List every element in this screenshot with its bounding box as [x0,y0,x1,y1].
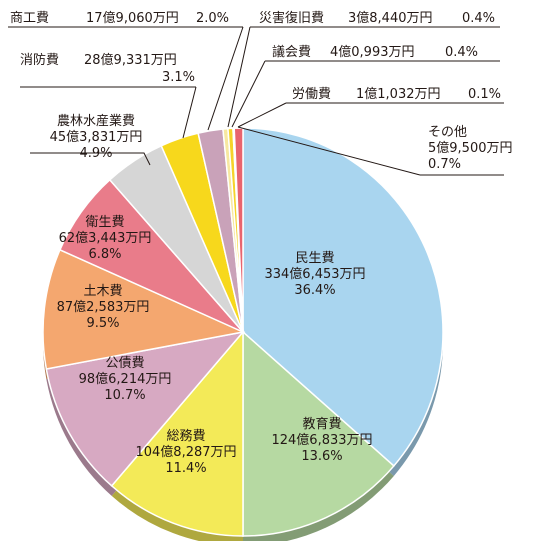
slice-6-leader [30,152,151,166]
slice-9-amount: 3億8,440万円 [348,10,433,26]
slice-7-leader [182,86,197,139]
slice-8-name: 商工費 [10,11,49,26]
slice-7-percent: 3.1% [162,70,195,85]
slice-12-name: その他 [428,125,467,140]
leader-lines [8,26,504,176]
pie-slices [42,127,444,537]
slice-12-percent: 0.7% [428,157,461,172]
slice-4-amount: 87億2,583万円 [57,299,150,315]
slice-10-name: 議会費 [272,45,311,60]
slice-1-percent: 13.6% [301,449,342,464]
slice-11-name: 労働費 [292,87,331,102]
slice-9-name: 災害復旧費 [259,10,324,26]
slice-1-amount: 124億6,833万円 [271,432,372,448]
slice-7-name: 消防費 [20,52,59,68]
slice-11-leader [237,102,287,128]
slice-0-percent: 36.4% [294,283,335,298]
slice-9-leader [227,26,251,128]
slice-8-amount: 17億9,060万円 [86,10,179,26]
slice-2-percent: 11.4% [165,461,206,476]
slice-1 [242,330,395,537]
slice-5-amount: 62億3,443万円 [59,230,152,246]
slice-10-leader [231,60,266,128]
slice-3-amount: 98億6,214万円 [79,371,172,387]
slice-11-percent: 0.1% [468,87,501,102]
slice-12-leader [237,126,421,176]
slice-10-amount: 4億0,993万円 [330,44,415,60]
slice-4 [42,248,246,370]
slice-12-amount: 5億9,500万円 [428,140,513,156]
slice-2-amount: 104億8,287万円 [135,444,236,460]
slice-3-percent: 10.7% [104,388,145,403]
slice-0-amount: 334億6,453万円 [264,266,365,282]
slice-9-percent: 0.4% [462,11,495,26]
slice-7-amount: 28億9,331万円 [84,52,177,68]
slice-4-name: 土木費 [83,284,122,299]
slice-3 [45,330,245,487]
slice-2-name: 総務費 [166,429,205,444]
slice-10-percent: 0.4% [445,45,478,60]
slice-0-name: 民生費 [295,251,334,266]
slice-1-name: 教育費 [302,416,341,432]
slice-4-percent: 9.5% [86,316,119,331]
slice-3-name: 公債費 [105,356,144,371]
slice-0 [242,127,444,468]
slice-8-percent: 2.0% [196,11,229,26]
slice-5-name: 衛生費 [85,215,124,230]
slice-6-percent: 4.9% [79,146,112,161]
slice-8-leader [207,26,244,131]
slice-2 [110,329,244,537]
slice-6-amount: 45億3,831万円 [50,129,143,145]
slice-6-name: 農林水産業費 [57,113,135,129]
slice-11-amount: 1億1,032万円 [356,86,441,102]
slice-5-percent: 6.8% [88,247,121,262]
